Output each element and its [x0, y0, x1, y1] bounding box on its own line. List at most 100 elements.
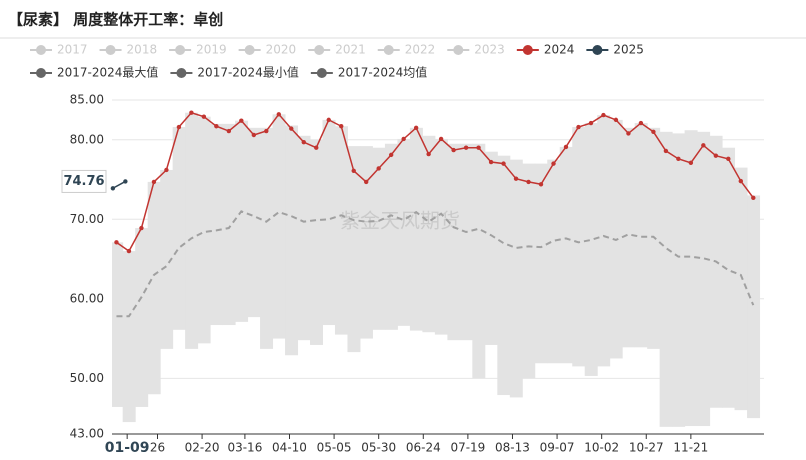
range-band — [659, 131, 673, 427]
data-point — [751, 195, 756, 201]
data-point — [463, 145, 469, 150]
legend-marker — [383, 45, 394, 55]
data-point — [401, 136, 406, 142]
data-point — [438, 136, 444, 142]
legend-item[interactable]: 2018 — [99, 43, 158, 57]
legend-item[interactable]: 2025 — [586, 43, 644, 57]
data-point — [638, 120, 644, 126]
range-band — [297, 135, 311, 341]
x-tick-label: 05-05 — [317, 441, 352, 455]
range-band — [147, 181, 161, 395]
data-point — [576, 124, 581, 130]
average-line — [116, 210, 755, 318]
range-band — [647, 127, 661, 349]
data-point — [251, 132, 257, 138]
legend-marker — [105, 45, 116, 55]
x-tick-label: 06-24 — [406, 441, 441, 455]
legend-item[interactable]: 2017 — [30, 43, 88, 57]
data-point — [726, 156, 731, 162]
pointer-label: 74.76 — [63, 174, 104, 189]
range-band — [347, 146, 361, 353]
range-band — [572, 127, 586, 367]
legend-marker — [36, 45, 46, 55]
data-point — [126, 248, 132, 254]
legend-marker — [522, 45, 533, 55]
data-point — [738, 178, 744, 184]
data-point — [139, 225, 144, 231]
data-point — [176, 124, 182, 130]
range-band — [235, 120, 249, 322]
range-band — [584, 123, 598, 376]
y-tick-label: 80.00 — [70, 132, 104, 146]
y-tick-label: 85.00 — [70, 93, 104, 107]
range-band — [459, 143, 473, 341]
legend-marker — [453, 45, 464, 55]
range-band — [684, 130, 698, 427]
range-band — [709, 135, 723, 408]
range-band — [185, 112, 199, 349]
range-band — [384, 143, 398, 330]
legend-item[interactable]: 2022 — [377, 43, 436, 57]
x-tick-label: 10-02 — [584, 441, 619, 455]
data-point — [239, 118, 244, 123]
range-band — [672, 133, 686, 427]
legend-marker — [314, 45, 325, 55]
range-band — [359, 146, 373, 339]
range-band — [697, 131, 711, 427]
data-point — [663, 148, 669, 154]
data-point — [538, 182, 544, 187]
range-band — [334, 126, 348, 335]
legend-item[interactable]: 2017-2024最小值 — [170, 65, 299, 80]
data-point — [413, 125, 419, 131]
data-point — [426, 151, 431, 157]
range-band — [522, 163, 536, 379]
legend-item[interactable]: 2024 — [516, 43, 575, 57]
x-tick-label: 01-09 — [105, 440, 150, 456]
data-point — [501, 161, 506, 166]
data-point — [114, 240, 119, 245]
range-band — [160, 169, 174, 349]
legend-label: 2019 — [196, 43, 227, 57]
range-band — [722, 147, 736, 408]
y-tick-label: 60.00 — [70, 291, 104, 305]
x-tick-label: 07-19 — [450, 441, 485, 455]
legend-item[interactable]: 2023 — [447, 43, 505, 57]
data-point — [688, 160, 694, 166]
range-band — [559, 146, 573, 364]
legend-item[interactable]: 2021 — [308, 43, 366, 57]
data-point — [476, 145, 481, 150]
data-point — [276, 112, 281, 117]
range-band — [397, 138, 411, 326]
range-band — [409, 127, 423, 331]
pointer-label-box — [61, 169, 107, 193]
data-point — [226, 128, 232, 134]
legend-item[interactable]: 2019 — [169, 43, 227, 57]
legend-item[interactable]: 2020 — [238, 43, 297, 57]
data-point — [376, 166, 381, 171]
range-band — [210, 123, 224, 326]
range-band — [509, 159, 523, 398]
legend-marker — [244, 45, 255, 55]
watermark: 紫金天风期货 — [340, 209, 460, 233]
data-point — [713, 153, 719, 158]
range-band — [634, 123, 648, 348]
legend-item[interactable]: 2017-2024最大值 — [30, 65, 158, 80]
range-band — [534, 163, 548, 364]
data-point — [563, 144, 569, 150]
x-tick-label: 02-20 — [185, 441, 220, 455]
legend-marker — [36, 68, 46, 78]
x-tick-label: 10-27 — [629, 441, 664, 455]
legend-label: 2017-2024最大值 — [57, 65, 158, 80]
data-point — [189, 110, 194, 115]
data-point — [626, 131, 631, 136]
range-band — [734, 167, 748, 411]
data-point — [201, 114, 207, 119]
range-band — [547, 159, 561, 364]
legend-label: 2017-2024均值 — [338, 65, 427, 80]
range-band — [272, 114, 286, 339]
data-point — [326, 117, 331, 123]
data-point — [151, 179, 157, 185]
data-point — [676, 156, 681, 162]
line-2025 — [112, 180, 126, 189]
legend-item[interactable]: 2017-2024均值 — [310, 65, 427, 80]
